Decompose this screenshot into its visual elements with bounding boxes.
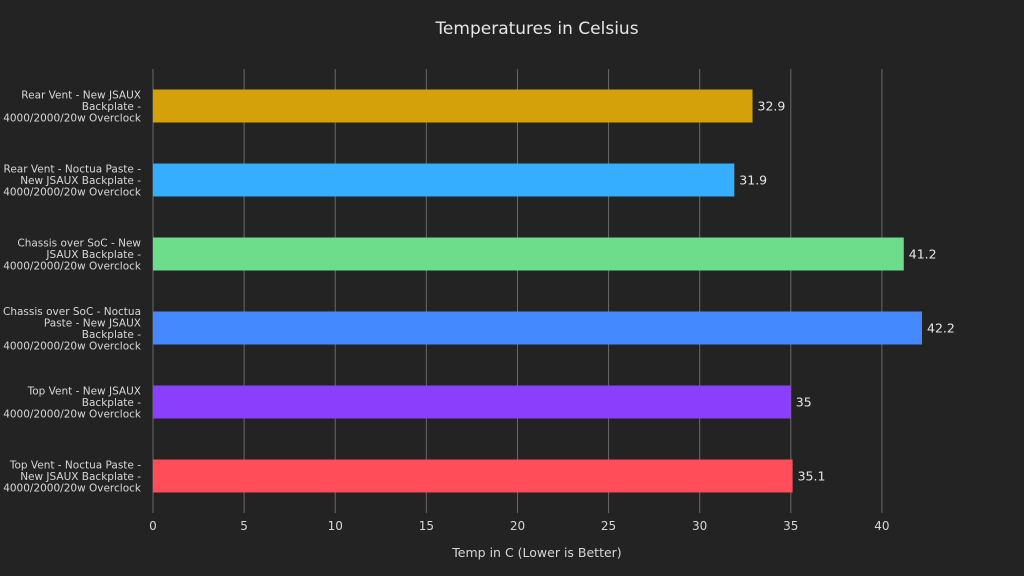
x-tick-label: 35	[783, 519, 798, 533]
x-tick-label: 15	[419, 519, 434, 533]
bar-value-label: 35	[796, 395, 812, 410]
chart-title: Temperatures in Celsius	[434, 19, 638, 39]
bar	[153, 385, 791, 419]
x-tick-label: 40	[874, 519, 889, 533]
category-label: Chassis over SoC - New JSAUX Backplate -4…	[3, 238, 142, 273]
category-label: Rear Vent - Noctua Paste -New JSAUX Back…	[3, 164, 142, 199]
x-axis-label: Temp in C (Lower is Better)	[451, 545, 621, 560]
bar	[153, 89, 753, 123]
x-tick-label: 30	[692, 519, 707, 533]
x-tick-label: 25	[601, 519, 616, 533]
x-tick-label: 5	[240, 519, 248, 533]
x-tick-label: 20	[510, 519, 525, 533]
category-label: Top Vent - Noctua Paste -New JSAUX Backp…	[3, 460, 142, 495]
bar	[153, 163, 735, 197]
x-axis-ticks: 0 5 10 15 20 25 30 35 40	[149, 519, 889, 533]
bar-value-label: 31.9	[739, 173, 767, 188]
bar	[153, 459, 793, 493]
bars: 32.9 31.9 41.2 42.2 35 35.1	[153, 89, 955, 493]
category-label: Rear Vent - New JSAUX Backplate -4000/200…	[3, 90, 142, 125]
category-labels: Rear Vent - New JSAUX Backplate -4000/200…	[3, 90, 142, 495]
x-tick-label: 10	[328, 519, 343, 533]
gridlines	[152, 69, 883, 513]
bar	[153, 311, 922, 345]
bar	[153, 237, 904, 271]
bar-value-label: 35.1	[798, 469, 826, 484]
x-tick-label: 0	[149, 519, 157, 533]
category-label: Top Vent - New JSAUX Backplate -4000/2000…	[3, 386, 142, 421]
bar-value-label: 41.2	[909, 247, 937, 262]
bar-value-label: 42.2	[927, 321, 955, 336]
category-label: Chassis over SoC - Noctua Paste - New JSA…	[3, 306, 142, 353]
bar-value-label: 32.9	[758, 99, 786, 114]
